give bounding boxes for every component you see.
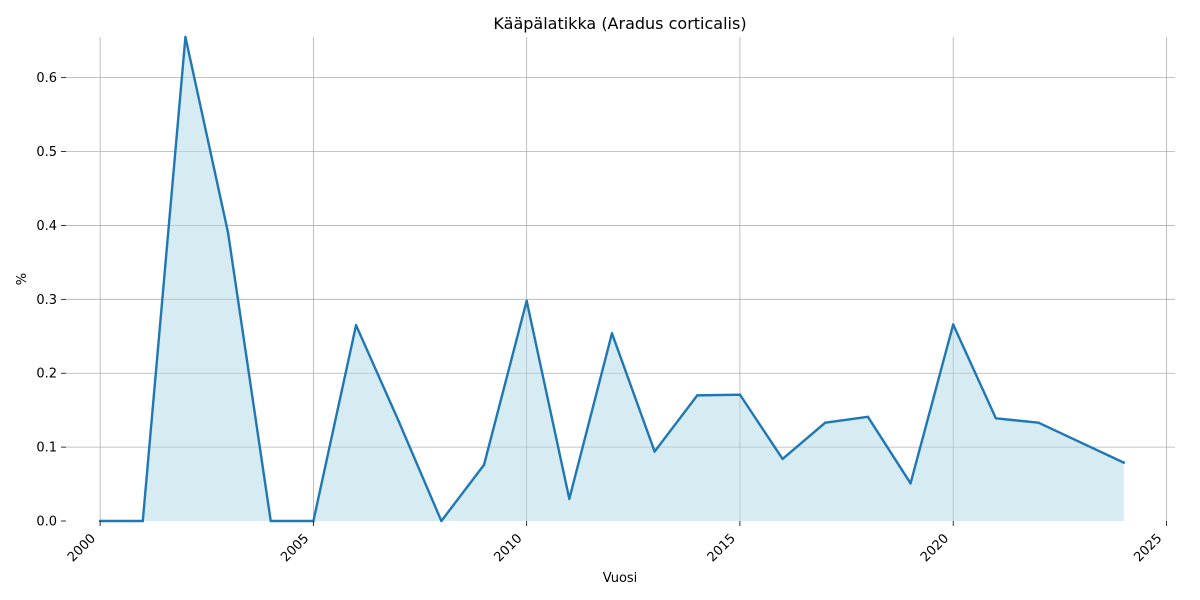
y-tick-label: 0.6	[36, 71, 57, 86]
y-tick-label: 0.4	[36, 219, 57, 234]
data-point	[824, 421, 827, 424]
x-tick-label: 2000	[65, 531, 99, 565]
x-tick-label: 2005	[278, 531, 312, 565]
data-point	[1037, 421, 1040, 424]
data-point	[397, 420, 400, 423]
data-point	[1079, 441, 1083, 444]
data-point	[610, 332, 614, 335]
data-point	[653, 450, 656, 453]
data-point	[781, 457, 784, 461]
data-point	[440, 519, 443, 523]
data-point	[568, 497, 571, 501]
data-point	[696, 394, 699, 397]
plot-area	[98, 35, 1126, 523]
y-axis-ticks: 0.0 0.1 0.2 0.3 0.4 0.5 0.6	[36, 71, 66, 530]
data-point	[738, 393, 742, 396]
x-axis-label: Vuosi	[603, 571, 638, 586]
grid	[66, 37, 1175, 521]
y-tick-label: 0.3	[36, 293, 57, 308]
chart-title: Kääpälatikka (Aradus corticalis)	[493, 14, 746, 33]
y-axis-label: %	[15, 273, 30, 285]
data-point	[354, 323, 358, 327]
data-point	[141, 519, 144, 523]
x-axis-ticks: 2000 2005 2010 2015 2020 2025	[65, 521, 1167, 565]
data-point	[909, 482, 912, 485]
data-point	[866, 415, 870, 419]
data-point	[952, 323, 955, 326]
x-tick-label: 2010	[491, 531, 525, 565]
y-tick-label: 0.1	[36, 441, 57, 456]
series-area-fill	[100, 37, 1124, 521]
x-tick-label: 2025	[1131, 531, 1165, 565]
y-tick-label: 0.5	[36, 145, 57, 160]
y-tick-label: 0.2	[36, 367, 57, 382]
data-point	[184, 35, 187, 39]
x-tick-label: 2020	[918, 531, 952, 565]
data-point	[1122, 461, 1126, 464]
data-point	[226, 231, 230, 235]
data-point	[525, 299, 528, 302]
data-point	[994, 417, 998, 420]
x-tick-label: 2015	[705, 531, 739, 565]
y-tick-label: 0.0	[36, 515, 57, 530]
data-point	[482, 463, 486, 467]
data-point	[269, 519, 272, 523]
